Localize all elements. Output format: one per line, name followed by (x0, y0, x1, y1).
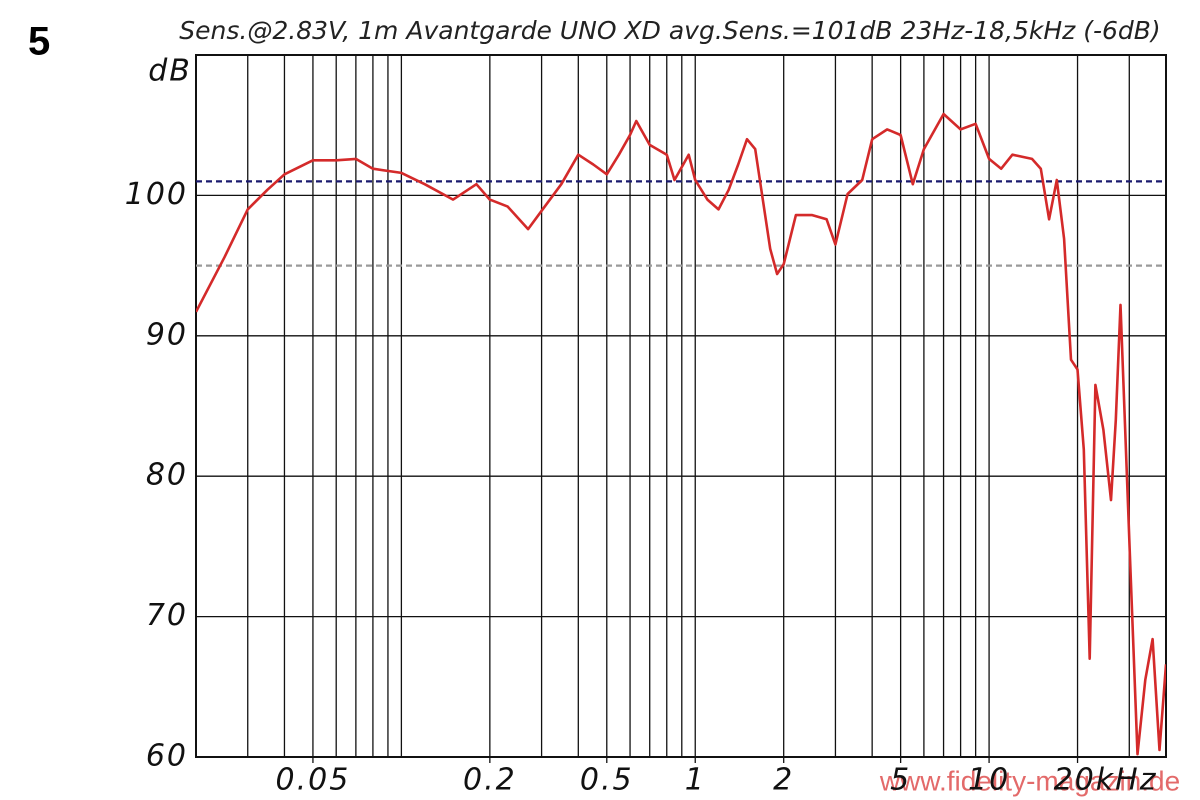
x-tick-label: 20kHz (1054, 763, 1158, 798)
x-tick-label: 5 (890, 763, 911, 798)
plot-area (196, 112, 1166, 756)
response-curve (196, 112, 1166, 756)
figure-number: 5 (28, 20, 50, 64)
x-tick-label: 0.5 (580, 763, 634, 798)
y-tick-label: 100 (125, 177, 188, 212)
y-tick-label: 80 (146, 458, 188, 493)
x-tick-label: 10 (968, 763, 1010, 798)
watermark: www.fidelity-magazin.de (879, 765, 1180, 796)
x-tick-label: 0.2 (463, 763, 517, 798)
y-tick-label: 70 (146, 598, 188, 633)
y-tick-label: 60 (146, 739, 188, 774)
x-tick-label: 2 (773, 763, 794, 798)
x-tick-label: 1 (685, 763, 706, 798)
y-axis-label: dB (148, 54, 192, 89)
chart-title: Sens.@2.83V, 1m Avantgarde UNO XD avg.Se… (179, 16, 1160, 45)
plot-frame (195, 54, 1167, 758)
y-tick-label: 90 (146, 317, 188, 352)
x-tick-label: 0.05 (276, 763, 351, 798)
